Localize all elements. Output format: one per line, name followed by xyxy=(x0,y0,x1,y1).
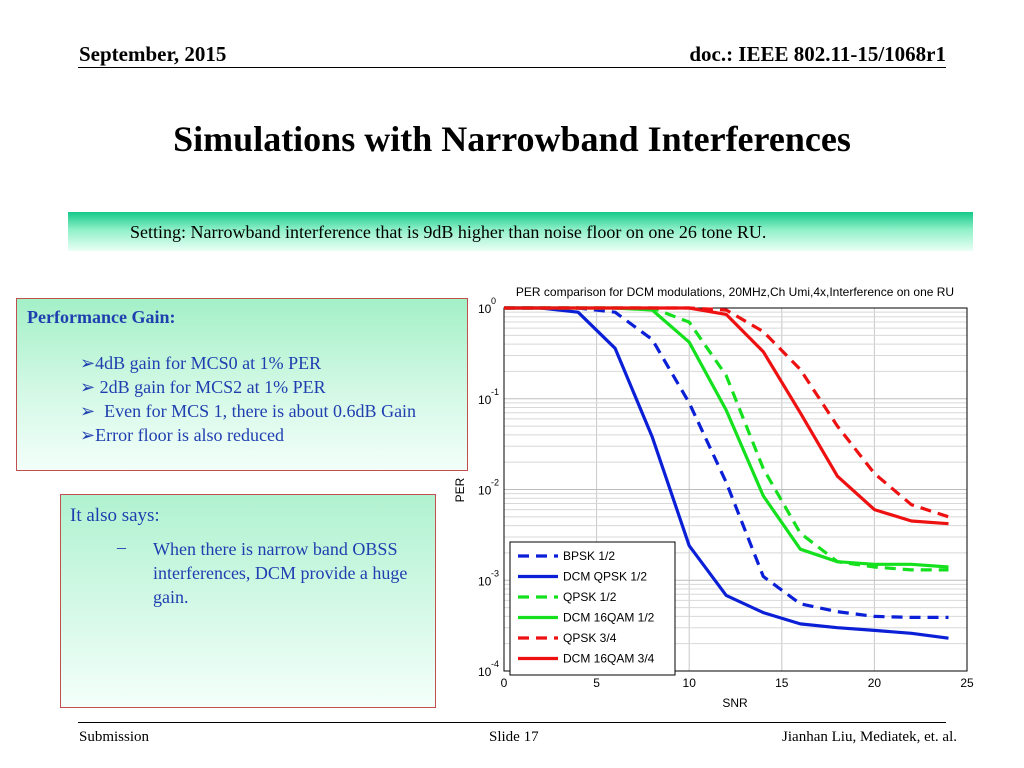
legend-label: DCM QPSK 1/2 xyxy=(563,570,647,584)
y-tick-label: 10 xyxy=(478,665,492,679)
x-tick-label: 20 xyxy=(868,676,882,690)
also-says-box: It also says: – When there is narrow ban… xyxy=(60,494,436,708)
dash-bullet: – xyxy=(117,537,126,557)
series-line-4 xyxy=(504,306,949,569)
performance-gain-title: Performance Gain: xyxy=(27,307,176,327)
y-tick-label: 10 xyxy=(478,393,492,407)
y-tick-exponent: -2 xyxy=(491,478,499,488)
x-tick-label: 0 xyxy=(501,676,508,690)
bullet-arrow-icon: ➢ xyxy=(80,425,96,445)
legend-label: BPSK 1/2 xyxy=(563,549,615,563)
also-says-text: When there is narrow band OBSS interfere… xyxy=(153,539,408,607)
header-divider xyxy=(78,67,946,68)
legend-label: DCM 16QAM 1/2 xyxy=(563,611,655,625)
y-axis-label: PER xyxy=(453,477,467,502)
series-line-3 xyxy=(504,306,949,572)
legend-label: DCM 16QAM 3/4 xyxy=(563,652,655,666)
x-tick-label: 5 xyxy=(593,676,600,690)
x-tick-label: 15 xyxy=(775,676,789,690)
per-chart: PER comparison for DCM modulations, 20MH… xyxy=(453,285,974,710)
footer-submission: Submission xyxy=(79,729,150,745)
series-line-2 xyxy=(504,306,949,640)
y-tick-label: 10 xyxy=(478,574,492,588)
footer-divider xyxy=(78,722,946,723)
y-tick-label: 10 xyxy=(478,484,492,498)
setting-banner: Setting: Narrowband interference that is… xyxy=(68,212,973,251)
legend-label: QPSK 1/2 xyxy=(563,590,617,604)
slide-title: Simulations with Narrowband Interference… xyxy=(173,119,851,159)
performance-item: ➢Error floor is also reduced xyxy=(80,425,285,445)
chart-legend: BPSK 1/2 DCM QPSK 1/2 QPSK 1/2 DCM 16QAM 1/… xyxy=(509,541,676,676)
series-line-6 xyxy=(504,306,949,526)
bullet-arrow-icon: ➢ xyxy=(80,353,96,373)
performance-item: ➢ 2dB gain for MCS2 at 1% PER xyxy=(80,377,326,397)
performance-item: ➢4dB gain for MCS0 at 1% PER xyxy=(80,353,322,373)
footer-authors: Jianhan Liu, Mediatek, et. al. xyxy=(782,729,957,745)
footer-slide-number: Slide 17 xyxy=(489,729,539,745)
x-tick-label: 25 xyxy=(960,676,974,690)
x-tick-label: 10 xyxy=(683,676,697,690)
also-says-title: It also says: xyxy=(70,505,160,526)
y-tick-exponent: 0 xyxy=(491,296,496,306)
chart-title: PER comparison for DCM modulations, 20MH… xyxy=(516,285,954,299)
series-layer xyxy=(504,306,949,640)
performance-gain-box: Performance Gain: ➢4dB gain for MCS0 at … xyxy=(16,298,468,471)
bullet-arrow-icon: ➢ xyxy=(80,401,96,421)
y-tick-label: 10 xyxy=(478,302,492,316)
header-doc-id: doc.: IEEE 802.11-15/1068r1 xyxy=(689,42,946,66)
plot-frame xyxy=(503,307,968,672)
y-tick-exponent: -3 xyxy=(491,568,499,578)
y-tick-exponent: -4 xyxy=(491,659,499,669)
x-axis-label: SNR xyxy=(722,696,748,710)
setting-text: Setting: Narrowband interference that is… xyxy=(130,222,767,242)
performance-item: ➢ Even for MCS 1, there is about 0.6dB G… xyxy=(80,401,417,421)
bullet-arrow-icon: ➢ xyxy=(80,377,96,397)
legend-label: QPSK 3/4 xyxy=(563,631,617,645)
legend-box xyxy=(509,541,676,676)
y-tick-exponent: -1 xyxy=(491,387,499,397)
header-date: September, 2015 xyxy=(79,42,227,66)
